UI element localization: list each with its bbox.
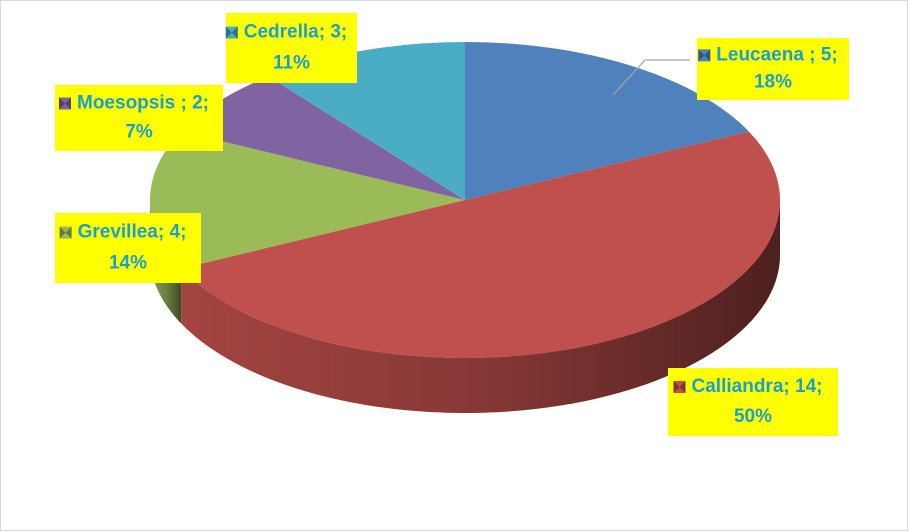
label-percentage: 14% [109, 252, 147, 273]
pie-tops [150, 42, 780, 358]
legend-key [225, 26, 238, 39]
legend-key [59, 226, 72, 239]
slice-side-shade [181, 200, 780, 414]
label-separator: ; [180, 222, 186, 243]
slice [181, 76, 465, 200]
label-value: 2 [192, 92, 203, 113]
label-category: Cedrella [244, 22, 319, 43]
data-labels: Leucaena ; 5; 18% Calliandra; 14; 50% Grevil… [55, 13, 849, 436]
legend-key-shade [59, 226, 72, 239]
label-separator: ; [816, 376, 822, 397]
label-line: Cedrella; 3; [244, 22, 348, 43]
label-value: 4 [169, 222, 180, 243]
label-box [55, 213, 201, 283]
label-separator: ; [180, 92, 186, 113]
label-box [697, 38, 849, 100]
label-line: Moesopsis ; 2; [77, 92, 209, 113]
label-percentage: 18% [754, 72, 792, 93]
label-separator: ; [831, 44, 837, 65]
label-box [668, 368, 838, 436]
label-line: Grevillea; 4; [78, 222, 187, 243]
label-percentage: 50% [734, 406, 772, 427]
legend-key-shade [673, 381, 686, 394]
label-box [226, 13, 357, 83]
label-value: 3 [330, 22, 341, 43]
label-value: 5 [821, 44, 832, 65]
label-percentage: 7% [125, 122, 153, 143]
slice [465, 42, 749, 200]
label-category: Grevillea [78, 222, 159, 243]
legend-key [673, 381, 686, 394]
label-line: Leucaena ; 5; [716, 44, 837, 65]
label-separator: ; [783, 376, 789, 397]
label-percentage: 11% [273, 52, 310, 73]
label-line: Calliandra; 14; [692, 376, 823, 397]
label-category: Moesopsis [77, 92, 180, 113]
leader-line [612, 59, 690, 96]
slice [181, 131, 780, 358]
label-category: Leucaena [716, 44, 809, 65]
label-separator: ; [203, 92, 209, 113]
legend-key [698, 49, 711, 62]
legend-key-shade [225, 26, 238, 39]
legend-key [59, 97, 71, 110]
label-separator: ; [809, 44, 815, 65]
legend-key-shade [698, 49, 711, 62]
label-separator: ; [341, 22, 347, 43]
label-box [55, 85, 223, 151]
legend-key-shade [59, 97, 71, 110]
label-value: 14 [795, 376, 817, 397]
label-category: Calliandra [692, 376, 784, 397]
label-separator: ; [319, 22, 325, 43]
slice [150, 131, 465, 269]
label-separator: ; [158, 222, 164, 243]
